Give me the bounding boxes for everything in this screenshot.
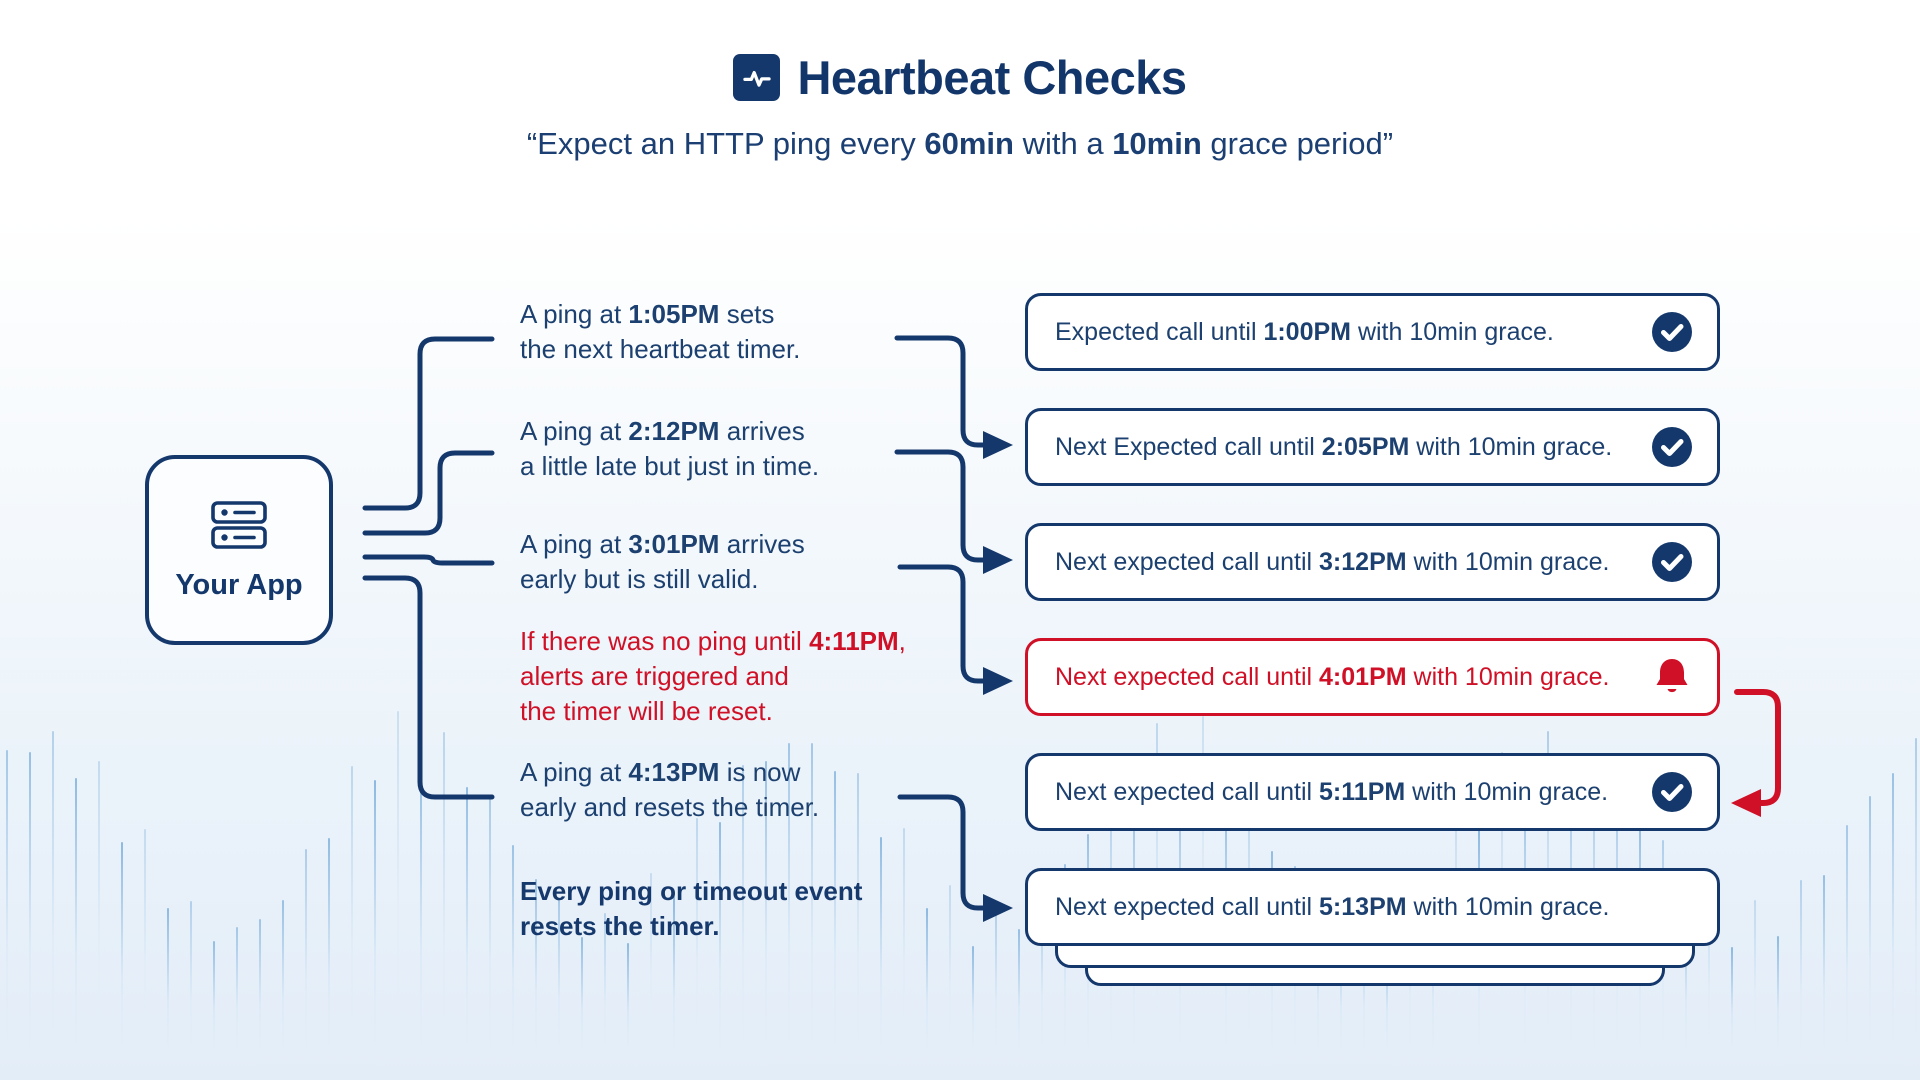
waveform-bar — [236, 927, 238, 1050]
waveform-bar — [742, 765, 744, 1050]
waveform-bar — [650, 873, 652, 1031]
alert-bell-icon — [1651, 656, 1693, 698]
waveform-bar — [420, 760, 422, 1050]
waveform-bar — [880, 837, 882, 1050]
waveform-bar — [972, 946, 974, 1050]
waveform-bar — [144, 829, 146, 1035]
waveform-bar — [351, 766, 353, 1044]
waveform-bar — [374, 780, 376, 1050]
check-circle-icon — [1651, 426, 1693, 468]
waveform-bar — [1869, 796, 1871, 1050]
waveform-bar — [1363, 926, 1365, 1050]
waveform-bar — [995, 915, 997, 1050]
waveform-bar — [1823, 875, 1825, 1050]
waveform-bar — [29, 752, 31, 1050]
waveform-bar — [75, 778, 77, 1050]
waveform-bar — [98, 761, 100, 1031]
waveform-bar — [949, 885, 951, 1041]
waveform-bar — [1708, 885, 1710, 1045]
waveform-bar — [397, 711, 399, 1010]
waveform-bar — [328, 838, 330, 1050]
status-box-3-12pm: Next expected call until 3:12PM with 10m… — [1025, 523, 1720, 601]
note-no-ping-alert: If there was no ping until 4:11PM, alert… — [520, 626, 906, 726]
heartbeat-pulse-icon — [733, 54, 781, 101]
waveform-bar — [213, 941, 215, 1050]
waveform-bar — [512, 845, 514, 1050]
your-app-box: Your App — [145, 455, 333, 645]
waveform-bar — [1386, 939, 1388, 1050]
your-app-label: Your App — [175, 568, 303, 601]
waveform-bar — [696, 818, 698, 1046]
waveform-bar — [903, 828, 905, 1038]
status-box-1-00pm: Expected call until 1:00PM with 10min gr… — [1025, 293, 1720, 371]
waveform-bar — [1685, 904, 1687, 1050]
waveform-bar — [489, 798, 491, 1050]
waveform-bar — [627, 943, 629, 1050]
waveform-bar — [1018, 929, 1020, 1050]
waveform-bar — [52, 731, 54, 1050]
waveform-bar — [811, 743, 813, 1050]
waveform-bar — [1731, 947, 1733, 1050]
waveform-bar — [1202, 716, 1204, 1010]
waveform-bar — [443, 732, 445, 1050]
note-ping-3-01pm: A ping at 3:01PM arrives early but is st… — [520, 529, 805, 594]
page-title: Heartbeat Checks — [797, 51, 1187, 104]
waveform-bar — [259, 919, 261, 1050]
waveform-bar — [1800, 880, 1802, 1050]
check-circle-icon — [1651, 771, 1693, 813]
title-row: Heartbeat Checks — [0, 50, 1920, 105]
waveform-bar — [1915, 738, 1917, 1050]
status-box-4-01pm-alert: Next expected call until 4:01PM with 10m… — [1025, 638, 1720, 716]
waveform-bar — [121, 842, 123, 1050]
waveform-bar — [558, 899, 560, 1050]
note-ping-1-05pm: A ping at 1:05PM sets the next heartbeat… — [520, 299, 801, 364]
waveform-bar — [581, 937, 583, 1050]
waveform-bar — [604, 913, 606, 1050]
waveform-bar — [834, 771, 836, 1050]
subtitle: “Expect an HTTP ping every 60min with a … — [526, 126, 1394, 161]
waveform-bar — [673, 896, 675, 1050]
waveform-bar — [1340, 927, 1342, 1050]
waveform-bar — [535, 879, 537, 1050]
note-ping-2-12pm: A ping at 2:12PM arrives a little late b… — [520, 416, 820, 481]
waveform-bar — [765, 761, 767, 1050]
waveform-bar — [788, 743, 790, 1050]
waveform-bar — [1777, 936, 1779, 1050]
status-box-2-05pm: Next Expected call until 2:05PM with 10m… — [1025, 408, 1720, 486]
waveform-bar — [466, 787, 468, 1050]
check-circle-icon — [1651, 311, 1693, 353]
header: Heartbeat Checks “Expect an HTTP ping ev… — [0, 0, 1920, 162]
waveform-bar — [282, 900, 284, 1050]
waveform-bar — [1041, 891, 1043, 1050]
waveform-bar — [167, 908, 169, 1050]
status-box-5-13pm: Next expected call until 5:13PM with 10m… — [1025, 868, 1720, 946]
note-reset-rule: Every ping or timeout event resets the t… — [520, 876, 863, 941]
server-icon — [210, 499, 268, 556]
waveform-bar — [719, 822, 721, 1050]
waveform-bar — [857, 773, 859, 1050]
waveform-bar — [1846, 825, 1848, 1050]
note-ping-4-13pm: A ping at 4:13PM is now early and resets… — [520, 757, 820, 822]
waveform-bar — [305, 849, 307, 1050]
waveform-bar — [6, 750, 8, 1050]
check-circle-icon — [1651, 541, 1693, 583]
waveform-bar — [926, 908, 928, 1050]
waveform-bar — [1754, 900, 1756, 1041]
status-box-5-11pm: Next expected call until 5:11PM with 10m… — [1025, 753, 1720, 831]
waveform-bar — [1892, 773, 1894, 1050]
waveform-bar — [190, 901, 192, 1050]
